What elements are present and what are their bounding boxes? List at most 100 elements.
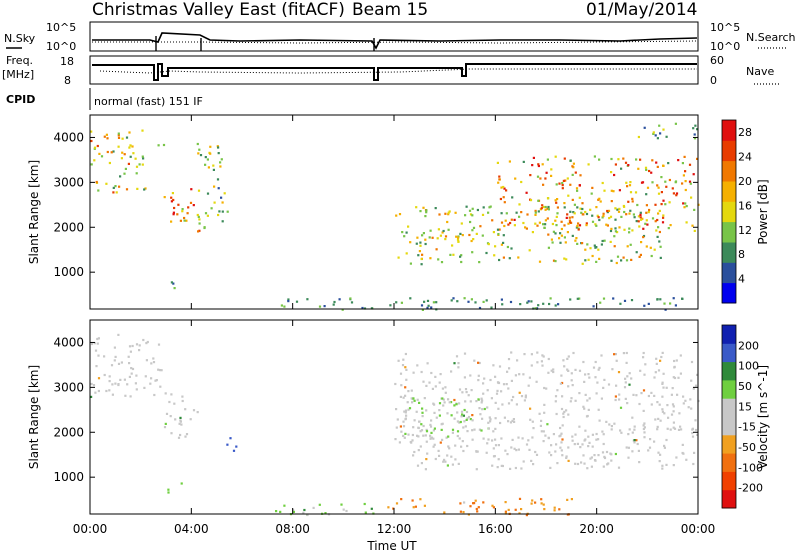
nave-label: Nave: [746, 65, 774, 78]
power-scatter-region: [163, 188, 201, 233]
velocity-colorbar-label: Velocity [m s^-1]: [756, 365, 770, 469]
power-colorbar-tick: 12: [738, 224, 752, 237]
velocity-y-tick-label: 1000: [53, 470, 84, 484]
power-colorbar-segment: [722, 262, 736, 284]
velocity-colorbar-tick: 50: [738, 380, 752, 393]
power-colorbar-segment: [722, 140, 736, 162]
velocity-colorbar-tick: 200: [738, 339, 759, 352]
velocity-y-tick-label: 2000: [53, 425, 84, 439]
nsky-label: N.Sky: [4, 32, 36, 45]
velocity-scatter-region: [167, 482, 183, 494]
velocity-y-tick-label: 3000: [53, 380, 84, 394]
x-tick-label: 20:00: [579, 522, 614, 536]
x-tick-label: 16:00: [478, 522, 513, 536]
power-scatter-region: [395, 204, 662, 266]
velocity-colorbar-segment: [722, 434, 736, 454]
velocity-colorbar-segment: [722, 343, 736, 363]
velocity-y-axis-label: Slant Range [km]: [27, 365, 41, 469]
power-panel: 1000 2000 3000 4000 Slant Range [km]: [27, 114, 700, 311]
power-colorbar-tick: 24: [738, 151, 752, 164]
velocity-scatter-cells: [90, 333, 700, 517]
power-colorbar-tick: 16: [738, 199, 752, 212]
power-y-tick-label: 1000: [53, 265, 84, 279]
velocity-colorbar-segment: [722, 471, 736, 491]
power-colorbar-segment: [722, 242, 736, 263]
cpid-text: normal (fast) 151 IF: [94, 95, 203, 108]
velocity-colorbar-tick: -100: [738, 461, 763, 474]
beam-label: Beam 15: [352, 0, 428, 20]
x-tick-label: 00:00: [681, 522, 716, 536]
power-colorbar-tick: 8: [738, 248, 745, 261]
nave-tick-low: 0: [710, 74, 717, 87]
x-axis-label: Time UT: [366, 539, 417, 553]
velocity-scatter-region: [387, 497, 573, 517]
power-colorbar-segment: [722, 201, 736, 223]
velocity-colorbar-segment: [722, 379, 736, 399]
x-tick-label: 08:00: [275, 522, 310, 536]
noise-panel: N.Sky 10^5 10^0 10^5 10^0 N.Search: [4, 21, 796, 53]
power-scatter-region: [170, 281, 176, 290]
velocity-y-tick-label: 4000: [53, 335, 84, 349]
velocity-colorbar-segment: [722, 361, 736, 381]
freq-unit: [MHz]: [2, 68, 34, 81]
noise-tick-low-right: 10^0: [710, 40, 740, 53]
x-tick-label: 00:00: [73, 522, 108, 536]
noise-sky-line: [92, 32, 698, 50]
power-y-tick-label: 3000: [53, 175, 84, 189]
power-colorbar-segment: [722, 221, 736, 243]
power-scatter-region: [90, 129, 147, 194]
nsearch-label: N.Search: [746, 31, 796, 44]
velocity-scatter-region: [226, 437, 238, 452]
power-colorbar-segment: [722, 160, 736, 182]
velocity-colorbar-segment: [722, 416, 736, 436]
power-colorbar-tick: 4: [738, 273, 745, 286]
velocity-colorbar-segment: [722, 489, 736, 509]
noise-tick-high-left: 10^5: [46, 21, 76, 34]
velocity-panel: 1000 2000 3000 4000 Slant Range [km]: [27, 319, 700, 517]
velocity-scatter-region: [90, 333, 163, 398]
power-colorbar-tick: 20: [738, 175, 752, 188]
power-scatter-region: [157, 143, 166, 147]
velocity-colorbar-segment: [722, 325, 736, 344]
velocity-colorbar-tick: -15: [738, 421, 756, 434]
velocity-colorbar-segment: [722, 453, 736, 472]
velocity-scatter-region: [394, 351, 700, 471]
velocity-colorbar-tick: 15: [738, 400, 752, 413]
velocity-scatter-region: [396, 397, 497, 443]
power-scatter-region: [637, 122, 699, 140]
noise-tick-low-left: 10^0: [46, 40, 76, 53]
velocity-colorbar-tick: -200: [738, 482, 763, 495]
power-y-tick-label: 4000: [53, 130, 84, 144]
power-colorbar-segment: [722, 282, 736, 304]
velocity-colorbar-tick: -50: [738, 441, 756, 454]
freq-line: [92, 63, 697, 81]
power-y-axis-label: Slant Range [km]: [27, 160, 41, 264]
freq-tick-high: 18: [60, 55, 74, 68]
x-tick-label: 12:00: [377, 522, 412, 536]
power-scatter-region: [196, 142, 229, 230]
velocity-scatter-region: [163, 392, 199, 439]
nave-tick-high: 60: [710, 54, 724, 67]
power-y-tick-label: 2000: [53, 220, 84, 234]
x-axis-ticks: 00:00 04:00 08:00 12:00 16:00 20:00 00:00: [73, 522, 716, 536]
power-colorbar: 4 8 12 16 20 24 28 Power [dB]: [721, 119, 770, 304]
date-label: 01/May/2014: [586, 0, 698, 20]
freq-label: Freq.: [6, 54, 33, 67]
nave-line: [99, 68, 697, 74]
power-scatter-cells: [90, 122, 700, 311]
power-scatter-region: [496, 155, 700, 234]
station-title: Christmas Valley East (fitACF): [92, 0, 345, 20]
freq-tick-low: 8: [64, 74, 71, 87]
freq-panel: Freq. [MHz] 18 8 60 0 Nave: [2, 54, 780, 87]
noise-search-line: [92, 40, 698, 44]
velocity-colorbar-segment: [722, 398, 736, 417]
x-tick-label: 04:00: [174, 522, 209, 536]
power-colorbar-label: Power [dB]: [756, 179, 770, 244]
cpid-label: CPID: [6, 93, 35, 106]
noise-tick-high-right: 10^5: [710, 21, 740, 34]
velocity-colorbar: 200 100 50 15 -15 -50 -100 -200 Velocity [m s^-1…: [721, 324, 770, 509]
power-colorbar-segment: [722, 120, 736, 141]
power-colorbar-tick: 28: [738, 126, 752, 139]
power-colorbar-segment: [722, 181, 736, 202]
